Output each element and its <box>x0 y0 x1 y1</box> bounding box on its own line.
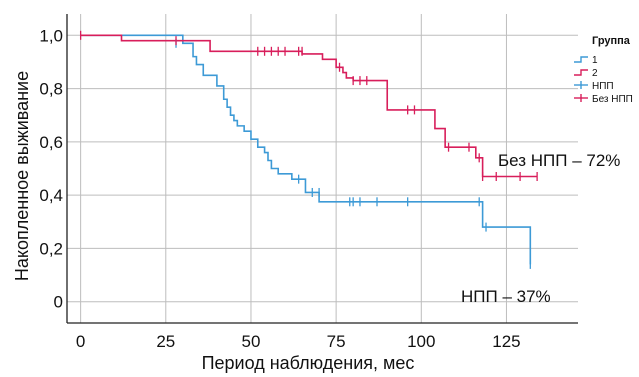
censor-marks <box>79 30 538 269</box>
annotation-npp: НПП – 37% <box>461 287 551 306</box>
tick-labels: 0 0,2 0,4 0,6 0,8 1,0 0 25 50 75 100 125 <box>39 26 520 351</box>
series-line-2 <box>80 34 538 178</box>
y-tick-label: 0 <box>54 293 63 312</box>
x-tick-label: 100 <box>407 332 435 351</box>
y-tick-label: 1,0 <box>39 26 63 45</box>
legend: Группа 1 2 НПП Без НПП <box>574 35 633 105</box>
legend-line-symbol <box>574 69 588 76</box>
axes <box>66 14 578 324</box>
y-tick-label: 0,2 <box>39 239 63 258</box>
legend-label-group-2: 2 <box>592 68 598 79</box>
legend-line-symbol <box>574 56 588 63</box>
series-line-1 <box>80 34 532 265</box>
y-axis-title: Накопленное выживание <box>12 71 32 281</box>
x-axis-title: Период наблюдения, мес <box>202 353 415 373</box>
x-tick-label: 50 <box>241 332 260 351</box>
series-lines <box>80 34 538 265</box>
x-tick-label: 25 <box>156 332 175 351</box>
y-tick-label: 0,6 <box>39 133 63 152</box>
legend-title: Группа <box>592 35 631 47</box>
x-tick-label: 0 <box>76 332 85 351</box>
legend-symbols <box>574 56 588 102</box>
legend-label-bez-npp: Без НПП <box>592 94 633 105</box>
y-tick-label: 0,8 <box>39 80 63 99</box>
x-tick-label: 125 <box>492 332 520 351</box>
x-tick-label: 75 <box>327 332 346 351</box>
y-tick-label: 0,4 <box>39 186 63 205</box>
annotation-bez-npp: Без НПП – 72% <box>498 151 620 170</box>
legend-label-group-1: 1 <box>592 55 598 66</box>
legend-label-npp: НПП <box>592 81 614 92</box>
